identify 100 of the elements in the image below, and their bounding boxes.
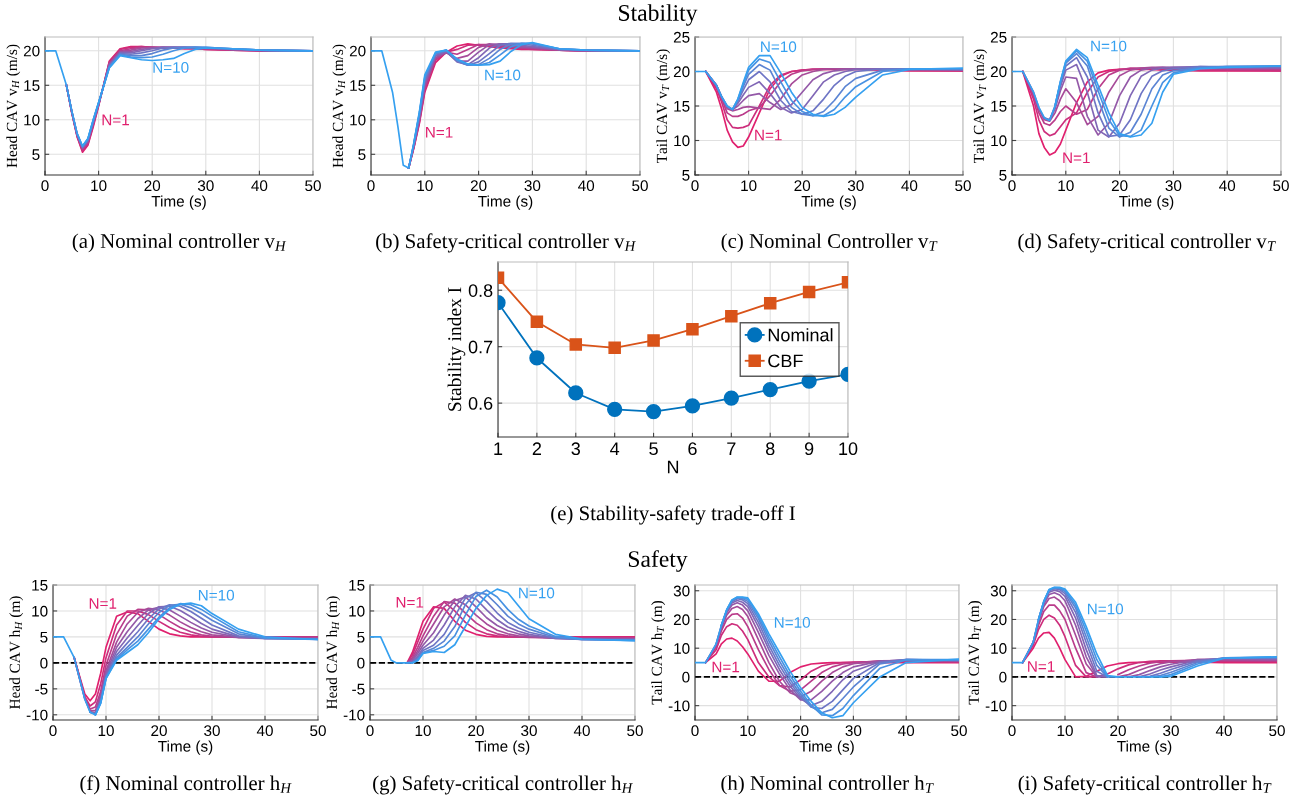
y-tick-label: 30 [990, 585, 1007, 597]
y-tick-label: 10 [350, 114, 366, 126]
annotation: N=1 [755, 129, 782, 141]
y-tick-label: 20 [673, 614, 690, 626]
annotation: N=1 [396, 597, 424, 608]
x-tick-label: 10 [415, 725, 431, 737]
annotation: N=10 [1087, 603, 1124, 615]
x-axis-title: Time (s) [1117, 740, 1172, 755]
x-tick-label: 0 [49, 725, 57, 737]
x-tick-label: 20 [792, 725, 809, 737]
y-tick-label: 20 [349, 45, 366, 57]
y-axis-title: Tail CAV v$_{T}$ (m/s) [656, 49, 671, 164]
y-tick-label: 15 [32, 580, 48, 591]
annotation: N=10 [519, 587, 555, 599]
y-tick-label: 0.6 [468, 397, 493, 410]
x-tick-label: 50 [1273, 180, 1289, 192]
y-tick-label: 20 [673, 66, 690, 78]
x-tick-label: 20 [151, 725, 167, 737]
text: Safety [628, 550, 688, 572]
x-tick-label: 10 [1058, 180, 1074, 192]
text: (b) Safety-critical controller v$_{H}$ [376, 233, 636, 253]
x-tick-label: 3 [571, 442, 581, 456]
y-tick-label: -10 [26, 709, 48, 721]
annotation: N=10 [1091, 40, 1127, 52]
x-tick-label: 0 [691, 725, 699, 737]
x-tick-label: 30 [524, 180, 541, 192]
annotation: N=1 [1063, 152, 1090, 164]
legend-label: Nominal [768, 328, 833, 342]
y-tick-label: 0 [40, 657, 48, 669]
text: (f) Nominal controller h$_{H}$ [80, 775, 292, 795]
y-tick-label: 5 [40, 631, 48, 643]
y-tick-label: 10 [24, 114, 40, 126]
text: (h) Nominal controller h$_{T}$ [721, 775, 934, 795]
y-tick-label: 15 [674, 101, 690, 112]
x-tick-label: 30 [1165, 180, 1182, 192]
x-tick-label: 40 [1215, 725, 1232, 737]
y-tick-label: 25 [990, 31, 1007, 43]
y-tick-label: 10 [349, 605, 365, 617]
annotation: N=10 [774, 617, 811, 628]
y-tick-label: 0.8 [468, 284, 493, 297]
text: (c) Nominal Controller v$_{T}$ [721, 233, 938, 253]
y-tick-label: -5 [352, 683, 365, 695]
x-axis-title: Time (s) [158, 740, 213, 755]
x-tick-label: 0 [1008, 180, 1016, 192]
y-tick-label: 5 [358, 149, 366, 160]
x-tick-label: 20 [1110, 725, 1126, 737]
y-tick-label: 10 [674, 135, 690, 147]
x-tick-label: 20 [144, 180, 161, 192]
x-tick-label: 50 [310, 725, 326, 737]
x-tick-label: 10 [839, 442, 858, 456]
x-tick-label: 0 [691, 180, 699, 192]
x-tick-label: 40 [578, 180, 595, 192]
x-axis-title: N [667, 460, 679, 474]
y-tick-label: 10 [674, 643, 690, 654]
x-tick-label: 5 [649, 442, 658, 456]
x-tick-label: 1 [494, 442, 503, 455]
x-tick-label: 10 [417, 180, 433, 192]
y-tick-label: 10 [991, 135, 1007, 147]
x-tick-label: 30 [1163, 725, 1179, 737]
x-tick-label: 10 [741, 180, 757, 192]
x-tick-label: 50 [632, 180, 648, 192]
text: Stability [619, 4, 698, 26]
x-tick-label: 50 [1269, 725, 1285, 737]
x-axis-title: Time (s) [478, 195, 533, 210]
y-tick-label: 0.7 [468, 340, 493, 354]
x-tick-label: 30 [204, 725, 220, 737]
x-tick-label: 30 [845, 725, 862, 737]
y-tick-label: 30 [673, 585, 690, 597]
x-axis-title: Time (s) [475, 740, 530, 755]
text: (g) Safety-critical controller h$_{H}$ [373, 775, 633, 795]
x-tick-label: 2 [532, 442, 541, 455]
x-tick-label: 40 [573, 725, 590, 737]
y-tick-label: 15 [350, 80, 366, 91]
y-tick-label: 25 [673, 31, 690, 43]
x-tick-label: 0 [366, 725, 374, 737]
y-axis-title: Head CAV h$_{H}$ (m) [326, 596, 341, 710]
y-tick-label: 0 [682, 671, 690, 683]
y-tick-label: 0 [357, 657, 365, 669]
x-axis-title: Time (s) [151, 195, 206, 210]
y-tick-label: 0 [999, 671, 1007, 683]
y-axis-title: Tail CAV v$_{T}$ (m/s) [973, 49, 988, 164]
x-tick-label: 40 [256, 725, 273, 737]
y-tick-label: -10 [343, 709, 365, 721]
x-tick-label: 7 [727, 442, 736, 455]
y-tick-label: 5 [357, 631, 365, 643]
y-tick-label: 15 [349, 580, 365, 591]
x-tick-label: 40 [898, 725, 915, 737]
x-tick-label: 4 [610, 442, 620, 455]
annotation: N=1 [102, 114, 129, 126]
x-tick-label: 40 [251, 180, 268, 192]
y-tick-label: 20 [990, 66, 1007, 78]
x-tick-label: 10 [91, 180, 107, 192]
text: (a) Nominal controller v$_{H}$ [72, 233, 287, 253]
legend-label: CBF [768, 354, 803, 368]
y-tick-label: 5 [999, 170, 1007, 181]
y-tick-label: 10 [991, 643, 1007, 654]
x-tick-label: 20 [794, 180, 811, 192]
x-tick-label: 20 [1111, 180, 1128, 192]
annotation: N=1 [1028, 661, 1055, 672]
x-tick-label: 10 [98, 725, 114, 737]
